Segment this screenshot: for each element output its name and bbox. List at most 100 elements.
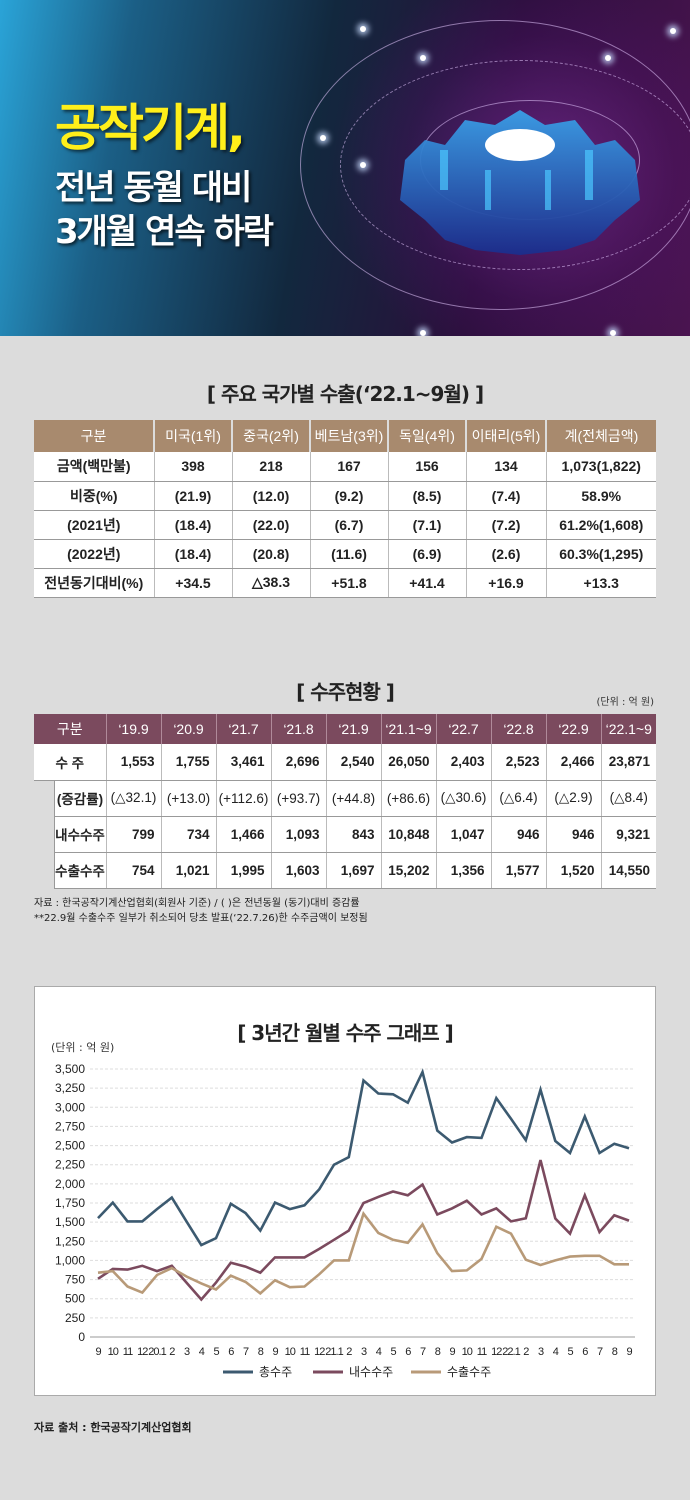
table-cell: (△6.4) bbox=[491, 780, 547, 817]
legend-label: 총수주 bbox=[259, 1365, 292, 1379]
row-label: 수 주 bbox=[34, 744, 107, 781]
table-cell: (+44.8) bbox=[326, 780, 382, 817]
monthly-orders-chart: [ 3년간 월별 수주 그래프 ] (단위 : 억 원) 0 250 500 750 1… bbox=[34, 986, 656, 1396]
hero-banner: 공작기계, 전년 동월 대비 3개월 연속 하락 bbox=[0, 0, 690, 336]
y-tick-label: 500 bbox=[65, 1292, 85, 1306]
y-tick-label: 2,250 bbox=[55, 1158, 85, 1172]
orders-status-table: 구분 ‘19.9 ‘20.9 ‘21.7 ‘21.8 ‘21.9 ‘21.1~9… bbox=[34, 714, 656, 889]
y-tick-label: 3,000 bbox=[55, 1100, 85, 1114]
y-tick-label: 1,000 bbox=[55, 1253, 85, 1267]
export-table-title: [ 주요 국가별 수출(‘22.1~9월) ] bbox=[206, 382, 484, 406]
x-tick-label: 2 bbox=[346, 1346, 352, 1358]
gear-icon bbox=[400, 110, 640, 255]
table-cell: +41.4 bbox=[388, 568, 467, 598]
table-cell: 1,093 bbox=[271, 816, 327, 853]
table-cell: 15,202 bbox=[381, 852, 437, 889]
x-tick-label: 2 bbox=[523, 1346, 529, 1358]
table-cell: 1,697 bbox=[326, 852, 382, 889]
table-row: (증감률) (△32.1) (+13.0) (+112.6) (+93.7) (… bbox=[34, 780, 656, 817]
column-header: 이태리(5위) bbox=[466, 420, 547, 452]
orders-notes: 자료 : 한국공작기계산업협회(회원사 기준) / ( )은 전년동월 (동기)… bbox=[34, 896, 368, 926]
table-row: 내수수주 799 734 1,466 1,093 843 10,848 1,04… bbox=[34, 816, 656, 853]
column-header: ‘22.7 bbox=[436, 714, 492, 744]
row-label: 비중(%) bbox=[34, 481, 155, 511]
column-header: ‘21.8 bbox=[271, 714, 327, 744]
table-cell: (18.4) bbox=[154, 510, 233, 540]
indent-spacer bbox=[34, 780, 54, 816]
table-cell: 799 bbox=[106, 816, 162, 853]
table-cell: 843 bbox=[326, 816, 382, 853]
table-cell: (22.0) bbox=[232, 510, 311, 540]
x-tick-label: 4 bbox=[199, 1346, 205, 1358]
x-tick-label: 11 bbox=[477, 1346, 487, 1358]
row-label: 전년동기대비(%) bbox=[34, 568, 155, 598]
row-label: 수출수주 bbox=[53, 852, 107, 889]
table-cell: 1,995 bbox=[216, 852, 272, 889]
note-source: 자료 : 한국공작기계산업협회(회원사 기준) / ( )은 전년동월 (동기)… bbox=[34, 898, 360, 909]
export-by-country-table: 구분 미국(1위) 중국(2위) 베트남(3위) 독일(4위) 이태리(5위) … bbox=[34, 420, 656, 598]
x-tick-label: 3 bbox=[184, 1346, 190, 1358]
table-cell: 218 bbox=[232, 452, 311, 482]
table-cell: (+86.6) bbox=[381, 780, 437, 817]
y-tick-label: 250 bbox=[65, 1311, 85, 1325]
table-cell: (△32.1) bbox=[106, 780, 162, 817]
x-tick-label: 12 bbox=[491, 1346, 502, 1358]
indent-spacer bbox=[34, 816, 54, 852]
column-header: ‘20.9 bbox=[161, 714, 217, 744]
table-cell: (9.2) bbox=[310, 481, 389, 511]
table-cell: (20.8) bbox=[232, 539, 311, 569]
chart-unit-label: (단위 : 억 원) bbox=[51, 1041, 115, 1054]
table-cell: 1,520 bbox=[546, 852, 602, 889]
table-cell: 2,696 bbox=[271, 744, 327, 781]
x-tick-label: 3 bbox=[538, 1346, 544, 1358]
table-cell: 1,466 bbox=[216, 816, 272, 853]
table-cell: 1,073(1,822) bbox=[546, 452, 656, 482]
table-row: 수 주 1,553 1,755 3,461 2,696 2,540 26,050… bbox=[34, 744, 656, 781]
x-tick-label: 8 bbox=[435, 1346, 441, 1358]
table-cell: 754 bbox=[106, 852, 162, 889]
orbit-ring bbox=[300, 20, 690, 310]
x-tick-label: 2 bbox=[169, 1346, 175, 1358]
x-tick-label: 4 bbox=[376, 1346, 382, 1358]
table-cell: 946 bbox=[491, 816, 547, 853]
y-tick-label: 1,500 bbox=[55, 1215, 85, 1229]
series-line bbox=[97, 1159, 630, 1302]
x-tick-label: 7 bbox=[597, 1346, 603, 1358]
hero-title-line1: 공작기계, bbox=[55, 99, 246, 157]
x-tick-label: 10 bbox=[462, 1346, 473, 1358]
x-tick-label: 7 bbox=[420, 1346, 426, 1358]
table-cell: (18.4) bbox=[154, 539, 233, 569]
x-tick-label: 9 bbox=[449, 1346, 455, 1358]
x-tick-label: 9 bbox=[272, 1346, 278, 1358]
series-line bbox=[97, 1068, 630, 1247]
column-header: ‘22.1~9 bbox=[601, 714, 656, 744]
table-cell: 1,553 bbox=[106, 744, 162, 781]
table-cell: (2.6) bbox=[466, 539, 547, 569]
orders-unit-label: (단위 : 억 원) bbox=[596, 697, 654, 708]
x-tick-label: 6 bbox=[228, 1346, 234, 1358]
x-tick-label: 5 bbox=[390, 1346, 396, 1358]
y-tick-label: 1,250 bbox=[55, 1234, 85, 1248]
table-cell: (12.0) bbox=[232, 481, 311, 511]
column-header: ‘21.7 bbox=[216, 714, 272, 744]
x-tick-label: 12 bbox=[137, 1346, 148, 1358]
x-tick-label: 9 bbox=[626, 1346, 632, 1358]
table-cell: 734 bbox=[161, 816, 217, 853]
table-cell: 3,461 bbox=[216, 744, 272, 781]
table-cell: 1,603 bbox=[271, 852, 327, 889]
x-tick-label: 9 bbox=[95, 1346, 101, 1358]
column-header: 구분 bbox=[34, 420, 155, 452]
column-header: 중국(2위) bbox=[232, 420, 311, 452]
hero-title-line3: 3개월 연속 하락 bbox=[55, 212, 274, 252]
table-cell: (△2.9) bbox=[546, 780, 602, 817]
table-cell: (6.7) bbox=[310, 510, 389, 540]
table-cell: 946 bbox=[546, 816, 602, 853]
table-cell: (+93.7) bbox=[271, 780, 327, 817]
column-header: ‘22.9 bbox=[546, 714, 602, 744]
table-cell: 134 bbox=[466, 452, 547, 482]
table-cell: 10,848 bbox=[381, 816, 437, 853]
table-cell: 1,047 bbox=[436, 816, 492, 853]
table-cell: (8.5) bbox=[388, 481, 467, 511]
table-cell: (+112.6) bbox=[216, 780, 272, 817]
table-cell: 14,550 bbox=[601, 852, 656, 889]
